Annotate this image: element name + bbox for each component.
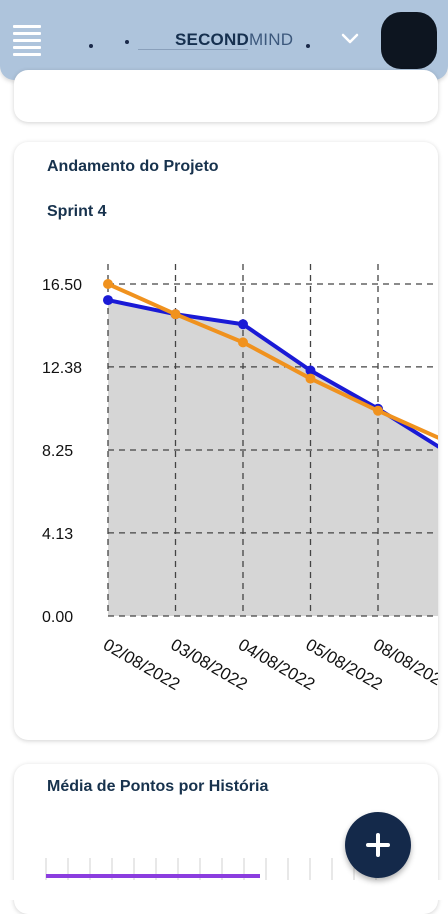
app-logo: SECONDMIND xyxy=(78,28,318,54)
y-tick-label: 12.38 xyxy=(42,360,82,377)
app-header: SECONDMIND xyxy=(0,0,448,80)
y-tick-label: 4.13 xyxy=(42,526,73,543)
sprint-label: Sprint 4 xyxy=(47,203,107,220)
data-point xyxy=(305,365,316,376)
card-title: Média de Pontos por História xyxy=(47,778,269,795)
y-tick-label: 16.50 xyxy=(42,277,82,294)
area-fill xyxy=(108,300,438,616)
data-point xyxy=(103,295,113,306)
hamburger-menu-icon[interactable] xyxy=(13,25,41,56)
bottom-strip xyxy=(0,880,448,900)
x-tick-label: 03/08/2022 xyxy=(168,635,251,694)
data-point xyxy=(103,279,113,289)
y-tick-label: 0.00 xyxy=(42,609,73,626)
logo-light-text: MIND xyxy=(248,30,294,49)
x-tick-label: 05/08/2022 xyxy=(303,635,386,694)
burndown-chart: 0.00 4.13 8.25 12.38 16.50 02/08/202203/08/20… xyxy=(42,264,438,694)
avatar[interactable] xyxy=(381,12,437,69)
y-tick-label: 8.25 xyxy=(42,443,73,460)
series-line-1 xyxy=(107,282,438,440)
project-progress-card: Andamento do Projeto Sprint 4 0.00 4.13 8.… xyxy=(14,142,438,740)
avg-points-chart xyxy=(45,858,377,880)
add-button[interactable] xyxy=(345,812,411,878)
chevron-down-icon[interactable] xyxy=(340,32,360,46)
x-tick-label: 04/08/2022 xyxy=(235,635,318,694)
data-point xyxy=(373,405,383,416)
avg-bar xyxy=(46,874,260,878)
data-point xyxy=(305,373,316,384)
data-point xyxy=(170,309,181,320)
data-point xyxy=(238,337,248,348)
data-point xyxy=(238,319,248,330)
logo-bold-text: SECOND xyxy=(175,30,249,49)
previous-card xyxy=(14,70,438,122)
card-title: Andamento do Projeto xyxy=(47,158,219,175)
x-tick-label: 02/08/2022 xyxy=(100,635,183,694)
